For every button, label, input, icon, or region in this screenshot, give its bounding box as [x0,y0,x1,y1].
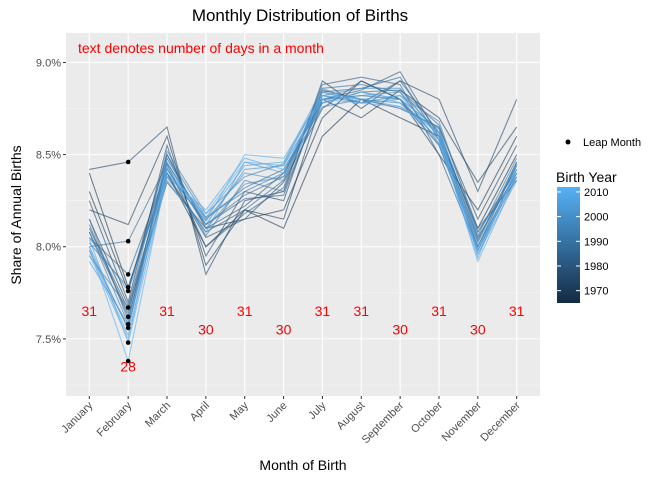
day-count-label: 31 [353,303,369,319]
day-count-label: 31 [431,303,447,319]
day-count-label: 31 [509,303,525,319]
leap-month-points [125,159,131,364]
series-line [88,95,518,341]
series-line [88,98,518,364]
day-count-label: 30 [470,322,486,338]
colorbar-tick-label: 2010 [584,187,608,199]
y-axis: 7.5% 8.0% 8.5% 9.0% [36,57,66,346]
leap-month-point [125,238,131,244]
leap-month-point [125,288,131,294]
day-count-label: 31 [82,303,98,319]
day-count-label: 30 [198,322,214,338]
legend-colorbar [557,187,580,303]
leap-month-point [125,314,131,320]
day-count-labels: 31 28 31 30 31 30 31 31 30 31 30 31 [82,303,525,374]
series-line [89,89,518,267]
series-layer [88,70,518,364]
day-count-label: 31 [237,303,253,319]
leap-month-point [125,321,131,327]
leap-month-point [125,358,131,364]
legend-colorbar-ticks: 1970 1980 1990 2000 2010 [557,187,608,298]
annotation-text: text denotes number of days in a month [78,40,324,56]
colorbar-tick-label: 1990 [584,236,608,248]
day-count-label: 31 [159,303,175,319]
x-axis-title: Month of Birth [259,457,346,473]
leap-month-point [125,305,131,310]
day-count-label: 30 [392,322,408,338]
y-tick-label: 8.5% [36,150,61,162]
day-count-label: 31 [315,303,331,319]
plot-panel [66,33,540,396]
legend-point-label: Leap Month [583,137,641,149]
colorbar-tick-label: 1970 [584,286,608,298]
colorbar-tick-label: 2000 [584,212,608,224]
y-tick-label: 9.0% [36,57,61,69]
colorbar-tick-label: 1980 [584,261,608,273]
day-count-label: 30 [276,322,292,338]
leap-month-point [125,325,131,331]
y-tick-label: 8.0% [36,242,61,254]
leap-month-point [125,159,131,165]
leap-month-point [125,284,131,290]
y-tick-label: 7.5% [36,334,61,346]
y-axis-title: Share of Annual Births [8,145,24,284]
day-count-label: 28 [120,359,136,375]
legend-color-title: Birth Year [556,169,617,185]
leap-month-point [125,272,131,277]
chart-title: Monthly Distribution of Births [192,6,408,25]
legend-point-key [565,139,571,145]
legend: Leap Month Birth Year 1970 1980 1990 2000 20… [556,137,641,303]
leap-month-point [125,340,131,345]
